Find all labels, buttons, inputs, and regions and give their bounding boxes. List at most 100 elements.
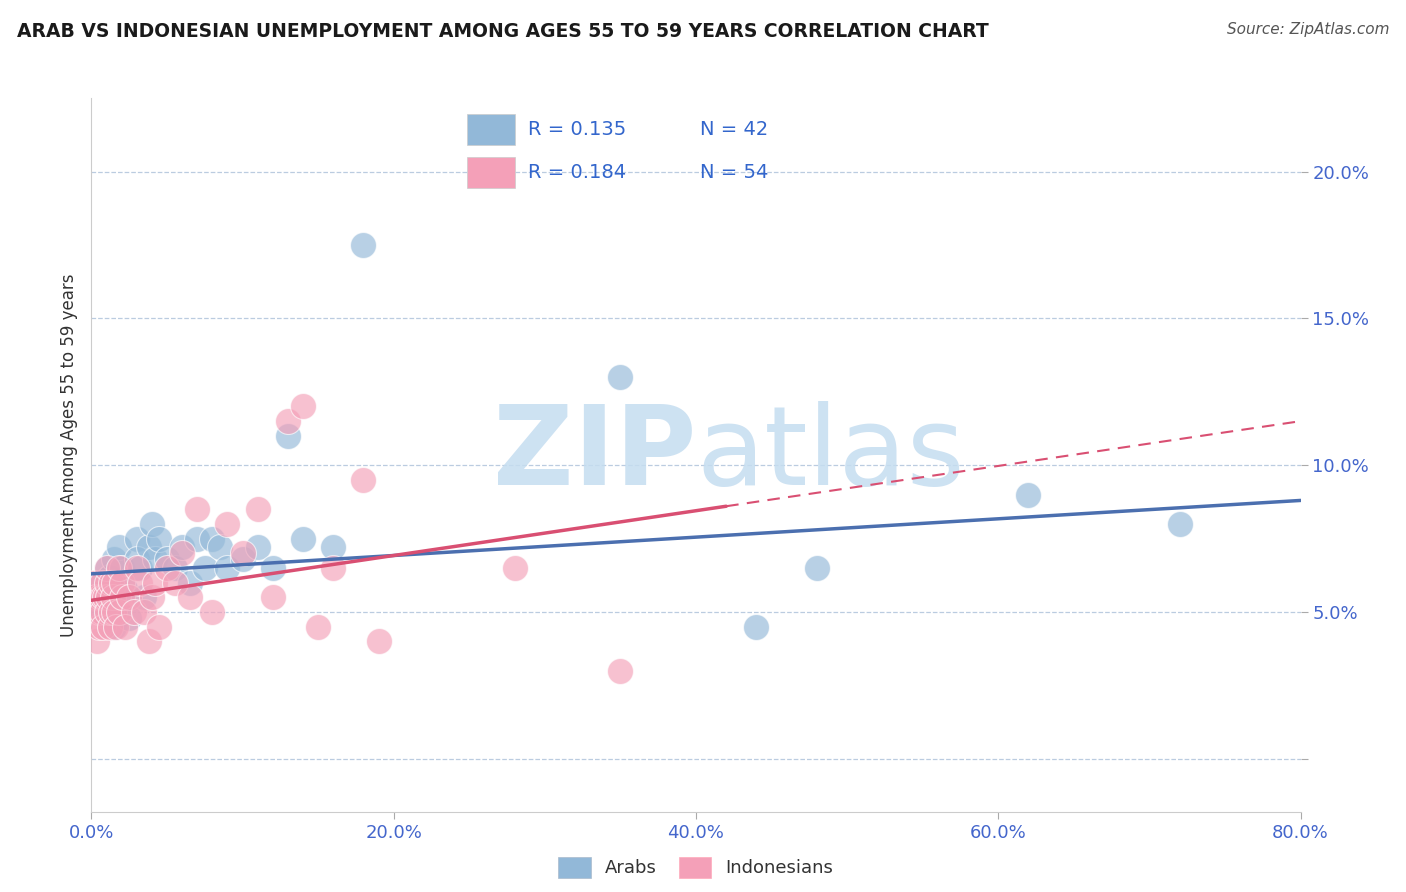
Point <box>103 605 125 619</box>
Point <box>217 516 239 531</box>
Point <box>307 620 329 634</box>
Point <box>87 620 110 634</box>
Point <box>93 605 115 619</box>
Point <box>111 575 132 590</box>
Point <box>114 620 136 634</box>
Point <box>93 591 115 605</box>
Point <box>100 591 122 605</box>
Text: Source: ZipAtlas.com: Source: ZipAtlas.com <box>1226 22 1389 37</box>
Point <box>107 605 129 619</box>
Point <box>125 552 148 566</box>
Point <box>134 605 156 619</box>
Point <box>262 591 284 605</box>
Point <box>94 591 117 605</box>
Point <box>122 605 145 619</box>
Point <box>172 546 194 560</box>
Point <box>96 561 118 575</box>
Point <box>141 591 163 605</box>
Point <box>277 429 299 443</box>
Point <box>163 575 186 590</box>
Point <box>148 532 170 546</box>
Point <box>143 552 166 566</box>
Point <box>103 552 125 566</box>
Point <box>322 561 344 575</box>
Point <box>503 561 526 575</box>
Point <box>87 575 110 590</box>
Text: ZIP: ZIP <box>492 401 696 508</box>
Point <box>91 605 114 619</box>
Point <box>208 541 231 555</box>
Point <box>96 605 118 619</box>
Point <box>806 561 828 575</box>
Point <box>148 620 170 634</box>
Point <box>186 532 208 546</box>
Point <box>322 541 344 555</box>
Legend: Arabs, Indonesians: Arabs, Indonesians <box>551 849 841 885</box>
Point <box>246 502 269 516</box>
Point <box>87 591 110 605</box>
Point <box>134 591 156 605</box>
Point <box>96 575 118 590</box>
Point <box>367 634 389 648</box>
Point <box>86 634 108 648</box>
Point <box>87 605 110 619</box>
Point <box>201 532 224 546</box>
Point <box>246 541 269 555</box>
Point <box>98 620 121 634</box>
Point <box>103 620 125 634</box>
Point <box>156 561 179 575</box>
Point <box>100 575 122 590</box>
Point <box>111 561 132 575</box>
Point <box>93 620 115 634</box>
Point <box>100 605 122 619</box>
Point <box>217 561 239 575</box>
Point <box>104 620 127 634</box>
Point <box>262 561 284 575</box>
Point <box>128 575 150 590</box>
Point <box>231 546 253 560</box>
Point <box>98 570 121 584</box>
Point <box>84 591 107 605</box>
Point <box>277 414 299 428</box>
Point <box>292 532 315 546</box>
Point <box>231 552 253 566</box>
Point <box>97 591 120 605</box>
Point <box>141 516 163 531</box>
Text: atlas: atlas <box>696 401 965 508</box>
Point <box>111 591 132 605</box>
Point <box>163 561 186 575</box>
Point <box>103 575 125 590</box>
Point <box>128 561 150 575</box>
Point <box>156 552 179 566</box>
Point <box>118 611 141 625</box>
Point <box>91 575 114 590</box>
Point <box>352 238 374 252</box>
Point <box>186 502 208 516</box>
Y-axis label: Unemployment Among Ages 55 to 59 years: Unemployment Among Ages 55 to 59 years <box>59 273 77 637</box>
Point <box>179 591 201 605</box>
Point <box>609 370 631 384</box>
Point <box>96 582 118 596</box>
Point <box>745 620 768 634</box>
Point <box>172 541 194 555</box>
Point <box>107 541 129 555</box>
Point <box>125 532 148 546</box>
Point <box>89 591 111 605</box>
Point <box>292 400 315 414</box>
Text: ARAB VS INDONESIAN UNEMPLOYMENT AMONG AGES 55 TO 59 YEARS CORRELATION CHART: ARAB VS INDONESIAN UNEMPLOYMENT AMONG AG… <box>17 22 988 41</box>
Point <box>609 664 631 678</box>
Point <box>96 561 118 575</box>
Point <box>83 575 105 590</box>
Point <box>143 575 166 590</box>
Point <box>1168 516 1191 531</box>
Point <box>125 561 148 575</box>
Point <box>118 591 141 605</box>
Point <box>138 634 160 648</box>
Point <box>194 561 217 575</box>
Point <box>101 591 124 605</box>
Point <box>107 561 129 575</box>
Point <box>114 582 136 596</box>
Point <box>138 541 160 555</box>
Point <box>201 605 224 619</box>
Point <box>352 473 374 487</box>
